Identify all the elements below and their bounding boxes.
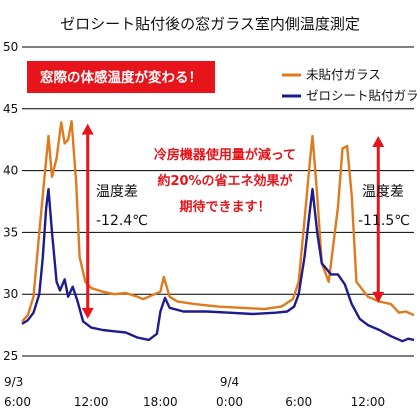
left-diff-label: 温度差: [96, 184, 138, 200]
right-temperature-difference: 温度差 -11.5℃: [358, 184, 410, 229]
energy-saving-note: 冷房機器使用量が減って 約20%の省エネ効果が 期待できます！: [154, 147, 296, 215]
y-tick-label-50: 50: [3, 40, 18, 54]
y-tick-label-45: 45: [3, 102, 18, 116]
series-line-0: [21, 120, 415, 323]
left-arrow-head-up: [81, 123, 94, 135]
x-tick-time-0: 6:00: [4, 395, 31, 409]
x-tick-day-3: 9/4: [220, 375, 239, 389]
note-line-1: 冷房機器使用量が減って: [154, 147, 296, 163]
x-tick-day-0: 9/3: [4, 375, 23, 389]
left-arrow-head-down: [81, 307, 94, 319]
legend: 未貼付ガラス ゼロシート貼付ガラス: [282, 67, 417, 103]
y-tick-label-30: 30: [3, 287, 18, 301]
callout-badge-text: 窓際の体感温度が変わる！: [40, 69, 202, 86]
left-temperature-difference: 温度差 -12.4℃: [96, 184, 148, 229]
right-diff-label: 温度差: [362, 184, 404, 200]
x-tick-time-3: 0:00: [216, 395, 243, 409]
right-arrow-head-down: [372, 291, 385, 303]
legend-label-zerosheet: ゼロシート貼付ガラス: [306, 88, 417, 103]
y-tick-label-35: 35: [3, 225, 18, 239]
y-axis-ticks: 25 30 35 40 45 50: [3, 40, 18, 363]
chart-title: ゼロシート貼付後の窓ガラス室内側温度測定: [60, 15, 360, 33]
callout-badge: [27, 61, 215, 93]
x-tick-time-2: 18:00: [143, 395, 178, 409]
x-tick-time-1: 12:00: [74, 395, 109, 409]
note-line-3: 期待できます！: [179, 199, 270, 215]
right-diff-value: -11.5℃: [358, 213, 410, 229]
legend-label-untreated: 未貼付ガラス: [306, 67, 381, 82]
x-axis-ticks: 9/3 6:00 12:00 18:00 9/4 0:00 6:00 12:00: [4, 375, 385, 409]
left-diff-value: -12.4℃: [96, 213, 148, 229]
x-tick-time-4: 6:00: [285, 395, 312, 409]
y-tick-label-40: 40: [3, 164, 18, 178]
series-line-1: [21, 187, 415, 343]
series-lines: [21, 120, 415, 343]
temperature-difference-arrows: [81, 123, 385, 319]
note-line-2: 約20%の省エネ効果が: [157, 173, 292, 189]
x-tick-time-5: 12:00: [351, 395, 386, 409]
right-arrow-head-up: [372, 135, 385, 147]
y-tick-label-25: 25: [3, 349, 18, 363]
